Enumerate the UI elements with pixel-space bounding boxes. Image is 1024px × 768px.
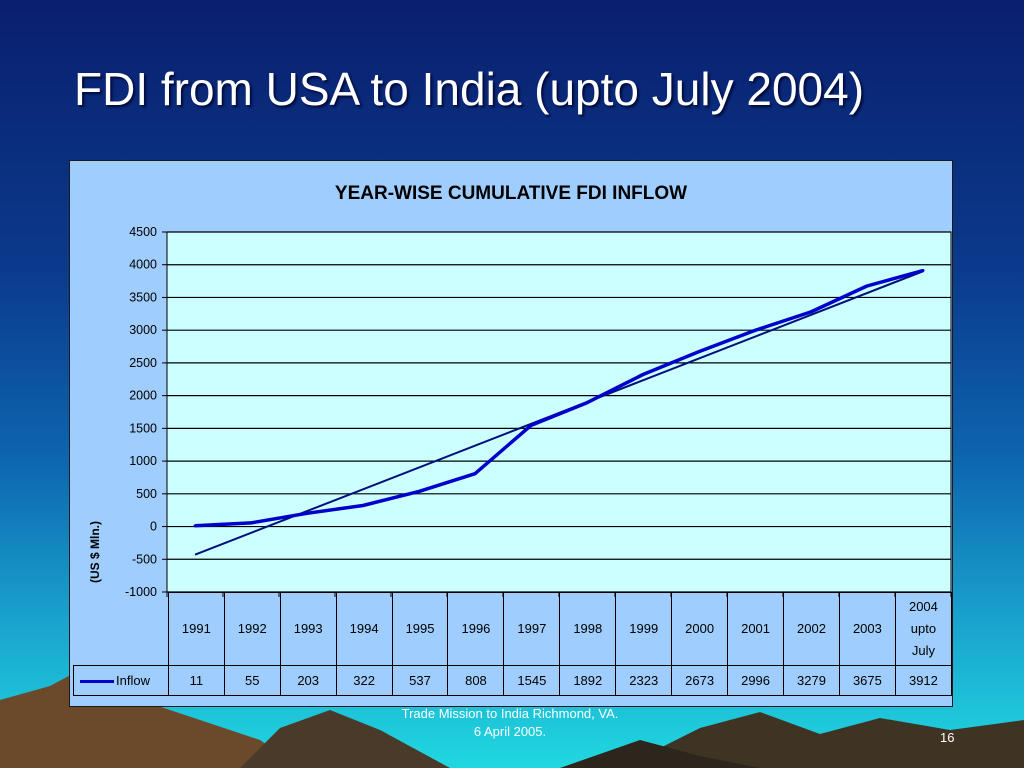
category-label: 2002 xyxy=(783,592,840,666)
data-table-values-row: Inflow 11 55 203 322 537 808 1545 1892 2323 2673 2… xyxy=(73,665,953,696)
category-label: 2004 upto July xyxy=(894,592,953,666)
data-point xyxy=(641,372,645,376)
data-label: 11 xyxy=(167,665,225,696)
category-label: 1996 xyxy=(447,592,505,666)
data-label: 322 xyxy=(335,665,393,696)
y-tick-label: -500 xyxy=(132,552,157,566)
data-point xyxy=(585,401,589,405)
mountain-mid xyxy=(240,710,450,768)
category-label: 1993 xyxy=(279,592,337,666)
data-label: 203 xyxy=(279,665,337,696)
data-point xyxy=(193,524,197,528)
data-label: 3279 xyxy=(783,665,840,696)
category-label: 2001 xyxy=(727,592,785,666)
y-tick-label: 2500 xyxy=(129,356,157,370)
category-label: 1998 xyxy=(559,592,617,666)
data-label: 2673 xyxy=(671,665,729,696)
data-point xyxy=(865,284,869,288)
series-line-inflow xyxy=(194,268,924,528)
y-tick-label: 3500 xyxy=(129,290,157,304)
data-point xyxy=(753,328,757,332)
data-label: 55 xyxy=(223,665,281,696)
data-label: 2996 xyxy=(727,665,785,696)
y-tick-label: 500 xyxy=(136,487,157,501)
y-tick-label: 3000 xyxy=(129,323,157,337)
legend-series-name: Inflow xyxy=(116,673,150,688)
category-label: 1999 xyxy=(615,592,673,666)
mountain-right xyxy=(620,712,1024,768)
category-label: 2003 xyxy=(838,592,896,666)
data-point xyxy=(361,503,365,507)
data-label: 537 xyxy=(391,665,449,696)
data-point xyxy=(305,511,309,515)
y-tick-label: 2000 xyxy=(129,389,157,403)
page-number: 16 xyxy=(940,730,955,745)
legend-entry: Inflow xyxy=(73,665,169,696)
plot-area: 4500 4000 3500 3000 2500 2000 1500 1000 500 0 -500… xyxy=(125,225,952,599)
slide-title: FDI from USA to India (upto July 2004) xyxy=(74,63,865,115)
data-label: 2323 xyxy=(615,665,673,696)
legend-key-line xyxy=(80,680,114,684)
chart-title: YEAR-WISE CUMULATIVE FDI INFLOW xyxy=(334,183,688,204)
data-label: 3912 xyxy=(894,665,953,696)
chart-frame: YEAR-WISE CUMULATIVE FDI INFLOW (US $ Ml… xyxy=(69,160,953,707)
data-table-corner xyxy=(73,592,169,666)
data-label: 3675 xyxy=(838,665,896,696)
category-label: 1991 xyxy=(167,592,225,666)
data-point xyxy=(249,521,253,525)
category-label: 1992 xyxy=(223,592,281,666)
category-label: 1995 xyxy=(391,592,449,666)
data-point xyxy=(697,350,701,354)
y-tick-label: 0 xyxy=(150,520,157,534)
data-point xyxy=(529,423,533,427)
data-point xyxy=(921,268,925,272)
footer-line-1: Trade Mission to India Richmond, VA. xyxy=(401,706,619,721)
y-tick-label: 1500 xyxy=(129,421,157,435)
data-table-header-row: 1991 1992 1993 1994 1995 1996 1997 1998 1999 2000… xyxy=(73,592,953,666)
data-point xyxy=(417,489,421,493)
y-tick-label: 4000 xyxy=(129,258,157,272)
data-label: 808 xyxy=(447,665,505,696)
category-label: 1997 xyxy=(503,592,561,666)
category-label: 1994 xyxy=(335,592,393,666)
mountain-right-low xyxy=(560,740,760,768)
y-tick-label: 4500 xyxy=(129,225,157,239)
footer-line-2: 6 April 2005. xyxy=(473,724,547,739)
footer-text: Trade Mission to India Richmond, VA. 6 A… xyxy=(330,705,690,741)
data-table: 1991 1992 1993 1994 1995 1996 1997 1998 1999 2000… xyxy=(73,592,953,696)
category-label: 2000 xyxy=(671,592,729,666)
data-point xyxy=(473,472,477,476)
data-label: 1545 xyxy=(503,665,561,696)
data-label: 1892 xyxy=(559,665,617,696)
data-point xyxy=(809,310,813,314)
y-tick-label: 1000 xyxy=(129,454,157,468)
